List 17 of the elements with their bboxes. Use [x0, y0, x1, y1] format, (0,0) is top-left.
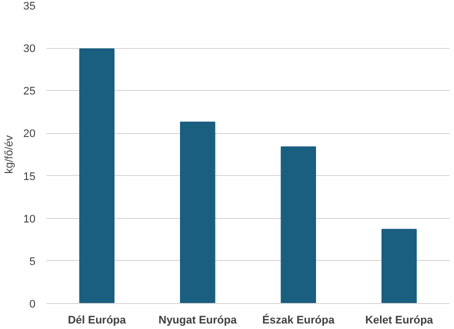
x-tick-label: Észak Európa [262, 314, 336, 326]
bar [79, 48, 115, 304]
bar [180, 122, 216, 304]
y-tick-label: 15 [23, 170, 36, 183]
x-tick-label: Nyugat Európa [158, 314, 238, 326]
y-tick-label: 20 [23, 128, 36, 140]
y-tick-label: 5 [29, 256, 36, 268]
y-tick-label: 25 [23, 86, 36, 98]
y-axis-title: kg/fő/év [3, 134, 16, 174]
y-tick-label: 0 [29, 298, 36, 310]
bar [280, 146, 316, 304]
bar [381, 228, 417, 304]
x-tick-label: Dél Európa [68, 314, 127, 326]
y-tick-label: 35 [23, 0, 36, 12]
x-tick-label: Kelet Európa [365, 314, 434, 326]
y-tick-label: 10 [23, 213, 36, 226]
y-tick-label: 30 [23, 43, 36, 56]
